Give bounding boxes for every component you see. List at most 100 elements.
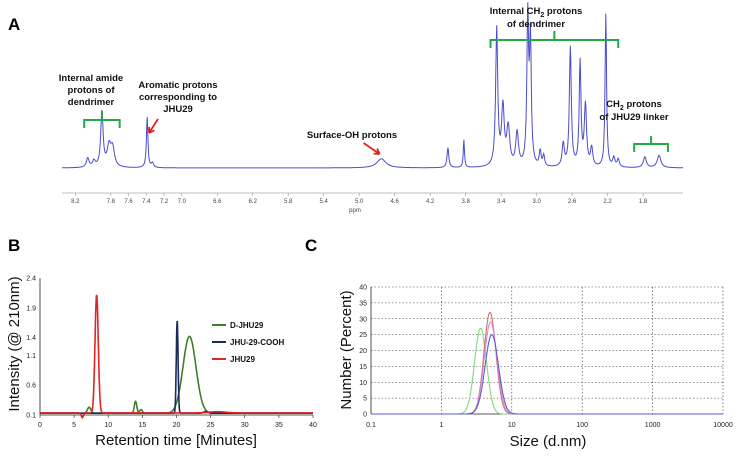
- hplc-xtick-label: 15: [138, 422, 146, 429]
- hplc-legend: D-JHU29 JHU-29-COOH JHU29: [212, 321, 284, 364]
- legend-label: JHU29: [230, 355, 255, 364]
- hplc-ytick-label: 1.9: [26, 305, 36, 312]
- surface-oh-label: Surface-OH protons: [307, 130, 397, 141]
- nmr-tick-label: 7.6: [124, 199, 133, 205]
- nmr-tick-label: 7.4: [142, 199, 151, 205]
- aromatic-arrow: [148, 118, 159, 134]
- linker-ch2-label-2: of JHU29 linker: [599, 112, 668, 123]
- linker-ch2-text: CH: [606, 99, 620, 110]
- dls-series-pink: [371, 321, 723, 415]
- annotation-aromatic: Aromatic protons corresponding to JHU29: [138, 80, 218, 134]
- dls-panel: 0 5 10 15 20 25 30 35 40 0.1 1 10 100 1000 10000 Size …: [338, 285, 733, 451]
- dls-ytick-label: 20: [359, 348, 367, 355]
- amide-label-3: dendrimer: [68, 97, 115, 108]
- nmr-tick-label: 4.6: [391, 199, 400, 205]
- nmr-tick-label: 3.8: [461, 199, 470, 205]
- linker-ch2-sub: 2: [620, 105, 624, 112]
- hplc-ytick-label: 0.6: [26, 383, 36, 390]
- dls-ytick-label: 35: [359, 300, 367, 307]
- amide-label-2: protons of: [68, 85, 116, 96]
- nmr-xlabel: ppm: [349, 208, 361, 214]
- panel-label-b: B: [8, 236, 20, 255]
- hplc-xtick-label: 5: [72, 422, 76, 429]
- nmr-tick-label: 6.2: [249, 199, 258, 205]
- internal-ch2-label-1: Internal CH2 protons: [490, 6, 583, 19]
- internal-ch2-text: Internal CH: [490, 6, 541, 17]
- dls-xtick-label: 100: [576, 422, 588, 429]
- nmr-tick-labels: 8.2 7.8 7.6 7.4 7.2 7.0 6.6 6.2 5.8 5.4 5.0 4.6 4.2 3…: [71, 193, 648, 205]
- panel-label-a: A: [8, 15, 20, 34]
- dls-ytick-label: 5: [363, 396, 367, 403]
- internal-ch2-suffix: protons: [544, 6, 582, 17]
- dls-ylabel: Number (Percent): [338, 290, 355, 409]
- hplc-series-jhu-29-cooh: [40, 320, 313, 414]
- nmr-tick-label: 7.8: [107, 199, 116, 205]
- nmr-tick-label: 6.6: [213, 199, 222, 205]
- nmr-spectrum-line: [62, 2, 683, 169]
- linker-ch2-suffix: protons: [624, 99, 662, 110]
- dls-series-green: [371, 327, 723, 415]
- dls-xtick-label: 1: [439, 422, 443, 429]
- nmr-tick-label: 5.4: [320, 199, 329, 205]
- hplc-series: [40, 294, 313, 419]
- panel-label-c: C: [305, 236, 317, 255]
- amide-bracket: [83, 111, 121, 128]
- hplc-ytick-label: 1.4: [26, 335, 36, 342]
- legend-label: D-JHU29: [230, 321, 264, 330]
- dls-xtick-label: 0.1: [366, 422, 376, 429]
- hplc-panel: 0.1 0.6 1.1 1.4 1.9 2.4 0 5 10 15 20 25 30 35 40 D-JHU…: [6, 276, 317, 450]
- dls-ytick-label: 10: [359, 380, 367, 387]
- annotation-linker-ch2: CH2 protons of JHU29 linker: [599, 99, 669, 152]
- dls-ytick-label: 30: [359, 316, 367, 323]
- hplc-series-jhu29: [40, 294, 313, 419]
- aromatic-label-1: Aromatic protons: [138, 80, 217, 91]
- dls-ytick-label: 15: [359, 364, 367, 371]
- annotation-internal-ch2: Internal CH2 protons of dendrimer: [489, 6, 620, 48]
- surface-oh-arrow: [363, 142, 381, 155]
- dls-xtick-label: 10: [508, 422, 516, 429]
- hplc-xtick-label: 0: [38, 422, 42, 429]
- nmr-tick-label: 7.2: [160, 199, 169, 205]
- internal-ch2-bracket: [489, 31, 620, 48]
- nmr-spectrum-panel: 8.2 7.8 7.6 7.4 7.2 7.0 6.6 6.2 5.8 5.4 5.0 4.6 4.2 3…: [59, 2, 683, 214]
- linker-ch2-label-1: CH2 protons: [606, 99, 662, 112]
- internal-ch2-label-2: of dendrimer: [507, 19, 565, 30]
- hplc-ytick-label: 2.4: [26, 276, 36, 283]
- nmr-tick-label: 2.2: [603, 199, 612, 205]
- dls-ytick-label: 40: [359, 285, 367, 292]
- legend-label: JHU-29-COOH: [230, 338, 284, 347]
- annotation-amide: Internal amide protons of dendrimer: [59, 73, 123, 128]
- linker-ch2-bracket: [633, 136, 669, 152]
- hplc-ytick-label: 1.1: [26, 353, 36, 360]
- hplc-xtick-label: 35: [275, 422, 283, 429]
- hplc-xtick-label: 10: [104, 422, 112, 429]
- hplc-xtick-label: 20: [173, 422, 181, 429]
- hplc-ylabel: Intensity (@ 210nm): [6, 276, 23, 411]
- nmr-tick-label: 1.8: [639, 199, 648, 205]
- dls-xtick-label: 10000: [713, 422, 733, 429]
- dls-ytick-label: 0: [363, 412, 367, 419]
- internal-ch2-sub: 2: [540, 12, 544, 19]
- annotation-surface-oh: Surface-OH protons: [307, 130, 397, 155]
- dls-series-red: [371, 311, 723, 415]
- nmr-tick-label: 5.8: [284, 199, 293, 205]
- nmr-tick-label: 3.0: [532, 199, 541, 205]
- dls-series: [371, 311, 723, 415]
- nmr-tick-label: 8.2: [71, 199, 80, 205]
- dls-ytick-label: 25: [359, 332, 367, 339]
- hplc-xtick-label: 40: [309, 422, 317, 429]
- hplc-axes: 0.1 0.6 1.1 1.4 1.9 2.4 0 5 10 15 20 25 30 35 40: [26, 276, 317, 430]
- hplc-ytick-label: 0.1: [26, 413, 36, 420]
- hplc-xtick-label: 25: [207, 422, 215, 429]
- dls-axes: 0 5 10 15 20 25 30 35 40 0.1 1 10 100 1000 10000: [359, 285, 733, 430]
- amide-label-1: Internal amide: [59, 73, 123, 84]
- dls-xtick-label: 1000: [645, 422, 661, 429]
- nmr-tick-label: 4.2: [426, 199, 435, 205]
- nmr-tick-label: 3.4: [497, 199, 506, 205]
- dls-series-blue: [371, 334, 723, 415]
- dls-xlabel: Size (d.nm): [510, 433, 587, 450]
- nmr-tick-label: 2.6: [568, 199, 577, 205]
- nmr-tick-label: 7.0: [178, 199, 187, 205]
- aromatic-label-2: corresponding to: [139, 92, 217, 103]
